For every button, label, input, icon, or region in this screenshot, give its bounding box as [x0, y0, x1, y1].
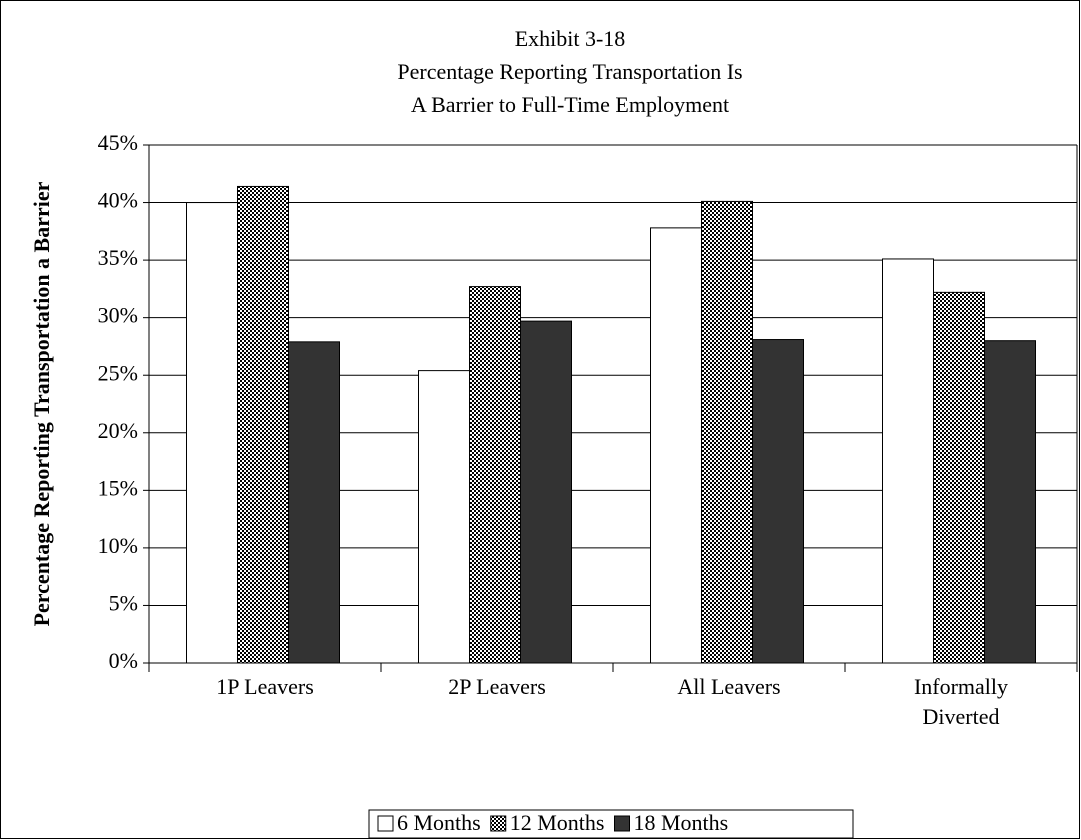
bar	[418, 370, 470, 664]
y-axis-label: Percentage Reporting Transportation a Ba…	[29, 181, 54, 626]
y-tick-label: 30%	[98, 303, 138, 328]
y-tick-label: 25%	[98, 360, 138, 385]
y-tick-label: 0%	[109, 648, 138, 673]
chart-title: Percentage Reporting Transportation Is	[397, 59, 742, 84]
bar	[237, 185, 289, 664]
y-tick-label: 5%	[109, 590, 138, 615]
x-tick-label: 1P Leavers	[216, 674, 314, 699]
legend-swatch	[377, 815, 394, 832]
x-tick-label: Informally Diverted	[913, 674, 1009, 729]
y-tick-label: 35%	[98, 245, 138, 270]
bar	[701, 200, 753, 664]
y-tick-label: 20%	[98, 418, 138, 443]
legend-swatch	[490, 815, 507, 832]
legend-label: 12 Months	[510, 810, 605, 835]
chart-title: Exhibit 3-18	[515, 26, 626, 51]
bar	[752, 339, 804, 664]
x-tick-label: 2P Leavers	[448, 674, 546, 699]
legend-swatch	[614, 815, 630, 832]
bar	[984, 340, 1036, 664]
bar	[520, 320, 572, 664]
bar	[288, 341, 340, 664]
bar	[933, 291, 985, 664]
x-tick-label: All Leavers	[677, 674, 781, 699]
legend-label: 6 Months	[397, 810, 481, 835]
legend-label: 18 Months	[634, 810, 729, 835]
y-tick-label: 45%	[98, 130, 138, 155]
y-tick-label: 40%	[98, 188, 138, 213]
chart-title: A Barrier to Full-Time Employment	[411, 92, 729, 117]
y-tick-label: 10%	[98, 533, 138, 558]
bar	[469, 286, 521, 664]
bar	[186, 202, 238, 664]
legend-box	[368, 809, 854, 839]
bar	[650, 227, 702, 664]
bar	[882, 258, 934, 664]
y-tick-label: 15%	[98, 475, 138, 500]
